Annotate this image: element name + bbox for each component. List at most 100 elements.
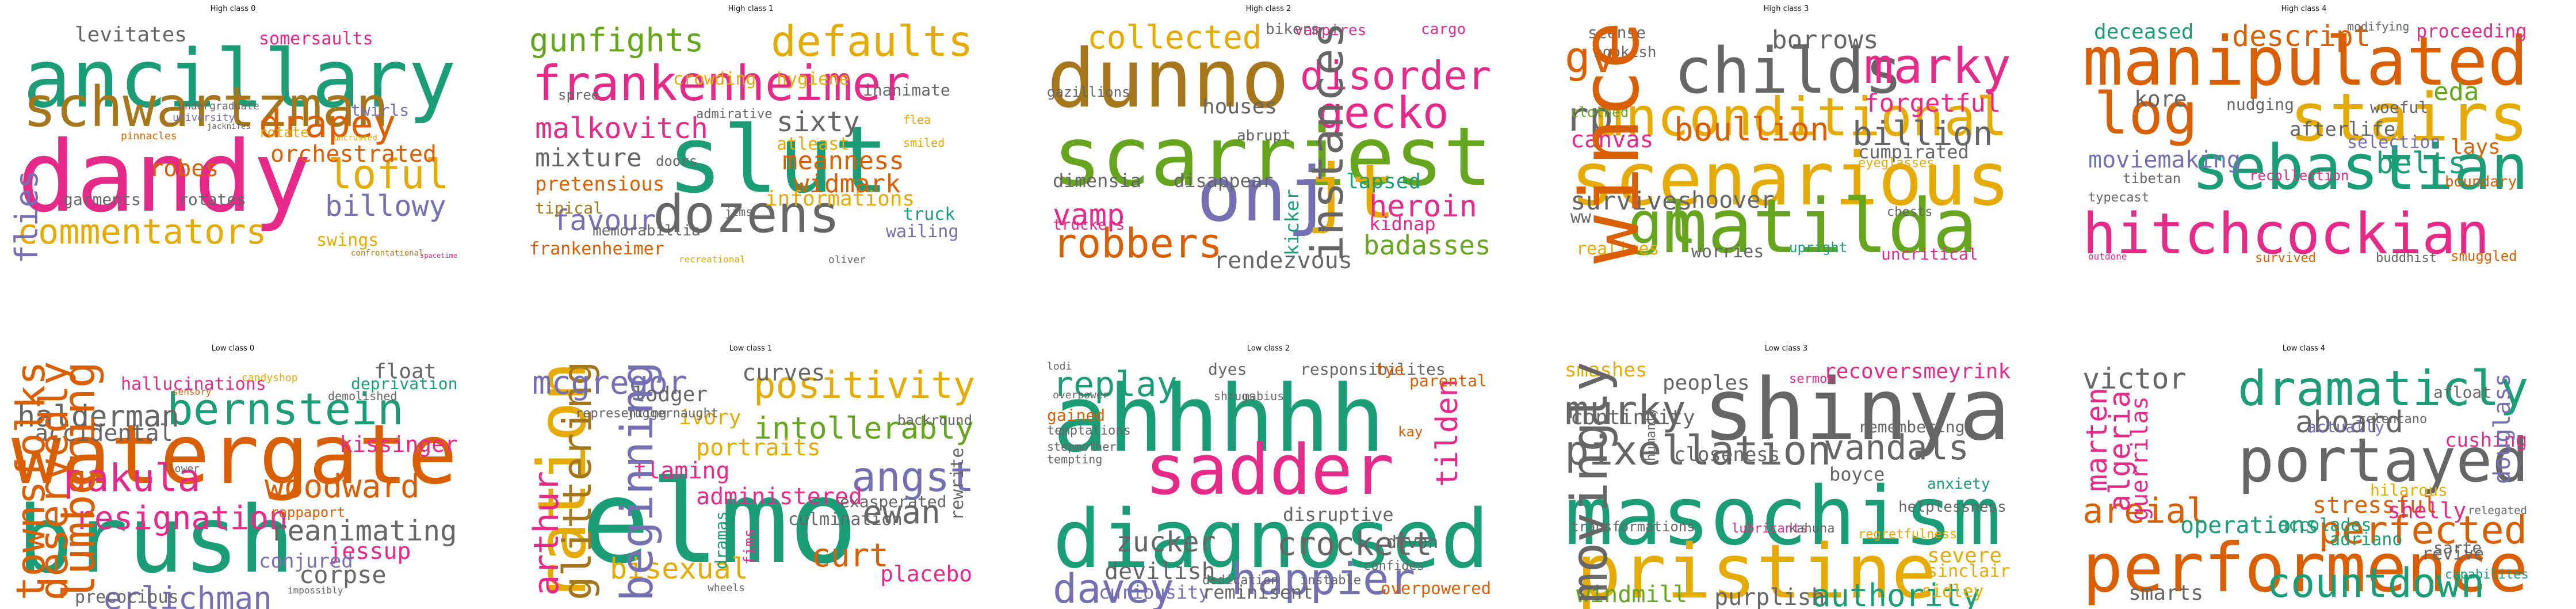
cloud-word: sinclair — [1927, 561, 2011, 581]
cloud-word: erlichman — [104, 580, 272, 609]
cloud-word: woeful — [2370, 98, 2429, 117]
cloud-word: sidley — [1921, 581, 1984, 602]
cloud-word: closeness — [1674, 443, 1780, 466]
cloud-word: malkovitch — [535, 112, 709, 145]
cloud-word: flea — [903, 113, 931, 127]
cloud-word: conjured — [259, 550, 353, 573]
cloud-word: disappear — [1174, 170, 1274, 192]
cloud-word: positivity — [754, 364, 976, 407]
cloud-word: dandy — [17, 120, 312, 234]
cloud-word: halderman — [17, 399, 179, 434]
cloud-word: purplish — [1714, 584, 1825, 609]
cloud-word: parental — [1409, 371, 1487, 390]
cloud-word: beginning — [612, 361, 663, 602]
panel-title: Low class 3 — [1764, 344, 1808, 353]
cloud-word: inanimate — [863, 81, 950, 100]
cloud-word: shelly — [2387, 498, 2467, 523]
cloud-word: tipical — [535, 199, 603, 218]
cloud-word: relegated — [2468, 504, 2527, 517]
cloud-word: proceeding — [2416, 20, 2527, 42]
cloud-word: curiousity — [1099, 581, 1210, 603]
cloud-word: shrugs — [1214, 389, 1256, 403]
word-cloud: childs scenarious matilda unconditional mark… — [1559, 16, 2013, 269]
word-cloud: shinya masochism pristine pixellation murky v… — [1559, 356, 2013, 609]
cloud-word: sadder — [1145, 431, 1394, 511]
cloud-word: recreational — [679, 254, 746, 265]
cloud-word: undergraduate — [178, 100, 259, 112]
cloud-word: reanimating — [270, 515, 457, 547]
cloud-word: gunfights — [529, 22, 704, 59]
cloud-word: worries — [1691, 242, 1764, 262]
cloud-word: severe — [1927, 544, 2002, 568]
cloud-word: curves — [742, 360, 825, 386]
cloud-word: capabilites — [2445, 568, 2529, 582]
cloud-word: movingly — [1560, 361, 1619, 603]
cloud-word: heroin — [1369, 189, 1477, 224]
cloud-word: areial — [2082, 491, 2207, 531]
cloud-word: actually — [2307, 417, 2384, 436]
panel-title: High class 1 — [728, 5, 774, 13]
cloud-word: confrontational — [351, 249, 424, 258]
cloud-word: accolades — [2278, 515, 2372, 535]
cloud-word: recoversmeyrink — [1824, 360, 2011, 383]
cloud-word: badasses — [1363, 230, 1491, 261]
cloud-word: spacetime — [420, 252, 458, 260]
cloud-word: smuggled — [2451, 248, 2517, 264]
cloud-word: eda — [2433, 77, 2479, 106]
cloud-word: canvas — [1570, 127, 1654, 153]
cloud-word: lubricants — [1732, 522, 1808, 536]
cloud-word: hygiene — [777, 69, 850, 89]
cloud-word: reminisent — [1202, 581, 1313, 603]
cloud-word: marky — [1864, 38, 2011, 95]
cloud-word: lays — [2451, 135, 2501, 159]
cloud-word: representing — [575, 406, 667, 421]
cloud-word: instable — [1300, 573, 1361, 588]
cloud-word: upright — [1789, 239, 1848, 256]
panel-title: Low class 0 — [211, 344, 255, 353]
cloud-word: tibetan — [2123, 170, 2181, 186]
cloud-word: vandals — [1824, 428, 1969, 468]
cloud-word: scarriest — [1053, 110, 1493, 204]
cloud-word: aboard — [2295, 405, 2403, 440]
word-cloud: ancillary dandy schwartzman commentators dra… — [6, 16, 460, 269]
cloud-word: oliver — [828, 254, 866, 266]
cloud-word: favour — [552, 204, 656, 237]
cloud-word: brush — [17, 486, 295, 593]
cloud-word: davey — [1053, 565, 1174, 609]
cloud-word: juggernaught — [627, 406, 718, 421]
cloud-word: cargo — [1421, 21, 1466, 38]
cloud-word: levitates — [75, 23, 188, 47]
cloud-word: dramas — [712, 511, 731, 569]
cloud-word: truck — [903, 204, 956, 224]
cloud-word: slut — [667, 106, 889, 214]
cloud-word: lodi — [1047, 360, 1072, 372]
cloud-word: flower — [162, 463, 200, 475]
panel-title: High class 3 — [1763, 5, 1809, 13]
cloud-word: deceased — [2094, 20, 2194, 44]
cloud-word: tempting — [1047, 452, 1103, 466]
cloud-word: countdown — [2267, 559, 2485, 607]
cloud-word: victor — [2082, 362, 2187, 395]
cloud-word: unconditional — [1593, 86, 2008, 148]
cloud-word: corpse — [299, 561, 387, 589]
cloud-word: boundary — [2445, 173, 2517, 191]
cloud-word: survives — [1570, 186, 1692, 216]
cloud-word: twirls — [351, 101, 410, 120]
cloud-word: regretfulness — [1858, 527, 1958, 542]
cloud-word: confides — [1363, 559, 1424, 573]
cloud-word: pretensious — [535, 173, 665, 196]
cloud-word: gv — [1565, 33, 1616, 82]
cloud-word: mixture — [535, 143, 642, 173]
cloud-word: revive — [2422, 544, 2485, 564]
cloud-word: schwartzman — [23, 75, 389, 139]
cloud-word: university — [173, 112, 235, 124]
cloud-word: frankenheimer — [532, 55, 911, 112]
cloud-word: outdone — [2088, 251, 2127, 262]
cloud-word: culmination — [788, 509, 903, 530]
cloud-word: sebastian — [2192, 132, 2529, 204]
cloud-word: matilda — [1662, 182, 1978, 269]
cloud-word: jims — [725, 205, 753, 219]
word-cloud: watergate brush bernstein pakula woodward res… — [6, 356, 460, 609]
cloud-word: afloat — [2433, 383, 2492, 402]
cloud-word: replay — [1053, 364, 1178, 405]
